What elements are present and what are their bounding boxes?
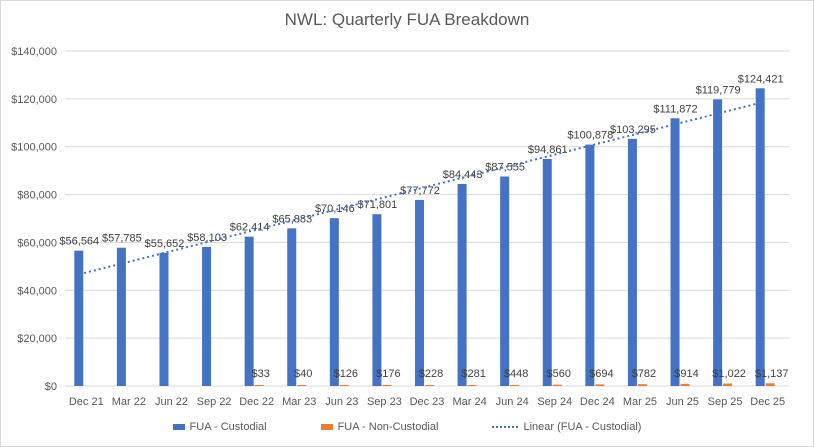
data-label-non-custodial: $33 [251,368,269,380]
legend-label-custodial: FUA - Custodial [189,421,267,433]
trendline [79,101,761,276]
bar-custodial [713,99,723,387]
y-tick-label: $140,000 [11,46,57,58]
bar-non-custodial [595,384,605,386]
data-label-non-custodial: $228 [419,368,443,380]
x-tick-label: Mar 24 [452,396,486,408]
x-tick-label: Sep 23 [367,396,402,408]
bar-custodial [542,159,552,386]
x-tick-label: Mar 23 [282,396,316,408]
data-label-custodial: $70,146 [315,203,355,215]
bar-non-custodial [637,384,647,386]
data-label-custodial: $77,772 [400,185,440,197]
bar-custodial [415,199,424,386]
data-label-custodial: $57,785 [102,233,142,245]
bar-custodial [500,176,510,386]
data-label-custodial: $119,779 [696,84,741,96]
data-label-custodial: $87,555 [485,161,525,173]
bar-custodial [244,236,254,386]
data-label-non-custodial: $448 [504,368,528,380]
legend-item-non-custodial: FUA - Non-Custodial [320,421,439,433]
data-label-non-custodial: $176 [376,368,400,380]
data-label-custodial: $62,414 [230,222,270,234]
bar-custodial [74,250,84,386]
legend-label-non-custodial: FUA - Non-Custodial [337,421,439,433]
data-label-non-custodial: $782 [632,368,656,380]
bar-custodial [457,183,467,386]
y-tick-label: $0 [45,381,57,393]
bar-non-custodial [425,385,434,386]
y-tick-label: $20,000 [17,333,57,345]
data-label-custodial: $58,103 [187,232,227,244]
legend-item-trendline: Linear (FUA - Custodial) [492,421,641,433]
bar-non-custodial [680,383,690,386]
x-tick-label: Sep 25 [708,396,743,408]
bar-non-custodial [765,383,775,386]
data-label-non-custodial: $1,022 [712,368,746,380]
bar-non-custodial [254,385,264,386]
legend: FUA - Custodial FUA - Non-Custodial Line… [1,421,813,433]
bar-custodial [755,88,765,386]
bar-non-custodial [297,385,307,386]
x-tick-label: Sep 22 [197,396,232,408]
bar-custodial [585,144,595,386]
data-label-custodial: $100,878 [567,130,613,142]
bar-non-custodial [723,383,733,386]
data-label-custodial: $71,801 [358,199,398,211]
x-tick-label: Dec 23 [410,396,445,408]
data-label-non-custodial: $914 [674,368,698,380]
bar-custodial [670,118,680,387]
x-tick-label: Mar 22 [112,396,146,408]
bar-non-custodial [467,385,477,386]
legend-item-custodial: FUA - Custodial [172,421,267,433]
data-label-custodial: $55,652 [145,238,185,250]
x-tick-label: Mar 25 [623,396,657,408]
data-label-non-custodial: $694 [589,368,613,380]
bar-custodial [116,247,126,386]
bar-custodial [372,214,382,386]
data-label-custodial: $124,421 [738,73,784,85]
bar-non-custodial [339,385,349,386]
data-label-non-custodial: $126 [334,368,358,380]
x-tick-label: Jun 24 [496,396,529,408]
bar-custodial [287,228,297,386]
data-label-custodial: $94,861 [528,144,568,156]
data-label-non-custodial: $40 [294,368,312,380]
x-tick-label: Dec 21 [69,396,104,408]
data-label-custodial: $56,564 [59,236,99,248]
chart-title: NWL: Quarterly FUA Breakdown [284,10,530,29]
data-label-non-custodial: $560 [547,368,571,380]
x-tick-label: Sep 24 [537,396,572,408]
legend-swatch-custodial [172,424,185,430]
data-label-custodial: $84,443 [443,169,483,181]
data-label-custodial: $111,872 [653,103,697,115]
y-tick-label: $100,000 [11,142,57,154]
legend-swatch-trendline [492,426,519,428]
data-label-non-custodial: $1,137 [755,368,789,380]
y-tick-label: $120,000 [11,94,57,106]
bar-non-custodial [510,384,520,386]
chart-plot: $0 $20,000 $40,000 $60,000 $80,000 $100,000 $1… [11,46,789,408]
x-tick-label: Jun 25 [666,396,699,408]
bar-custodial [329,218,339,386]
x-tick-label: Dec 24 [580,396,615,408]
data-label-custodial: $103,295 [610,124,656,136]
bar-custodial [202,246,212,386]
legend-swatch-non-custodial [320,424,333,430]
y-tick-label: $40,000 [17,285,57,297]
y-tick-label: $60,000 [17,237,57,249]
x-tick-label: Dec 22 [239,396,274,408]
legend-label-trendline: Linear (FUA - Custodial) [523,421,642,433]
x-tick-label: Jun 23 [325,396,358,408]
bar-non-custodial [382,385,392,386]
x-tick-label: Jun 22 [155,396,188,408]
y-tick-label: $80,000 [17,190,57,202]
bar-non-custodial [552,384,562,386]
data-label-non-custodial: $281 [461,368,485,380]
bar-custodial [627,138,637,386]
data-label-custodial: $65,883 [272,213,312,225]
x-tick-label: Dec 25 [750,396,785,408]
bar-custodial [159,252,169,386]
